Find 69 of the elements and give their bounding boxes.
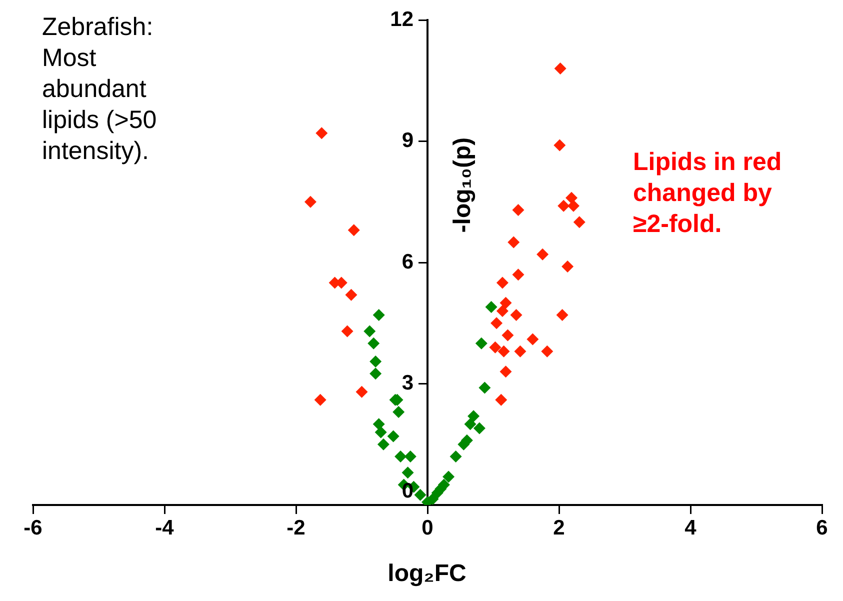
point <box>508 236 520 248</box>
point <box>392 406 405 418</box>
point <box>565 192 578 204</box>
point <box>554 62 566 74</box>
point <box>475 337 488 350</box>
point <box>368 337 380 350</box>
point <box>442 470 455 483</box>
point <box>485 300 498 313</box>
annotation: Zebrafish: Most abundant lipids (>50 intensity). <box>42 12 158 167</box>
y-tick-label: 12 <box>390 8 414 31</box>
point <box>450 450 462 462</box>
point <box>316 127 328 140</box>
y-tick-label: 3 <box>402 372 414 395</box>
point <box>404 450 416 462</box>
point <box>512 204 524 216</box>
point <box>341 325 354 338</box>
x-tick-label: -6 <box>24 516 42 540</box>
x-tick-label: -4 <box>155 516 174 540</box>
point <box>573 216 586 228</box>
point <box>370 368 382 380</box>
point <box>490 317 503 330</box>
x-tick-label: 6 <box>816 516 828 540</box>
point <box>556 309 568 322</box>
point <box>374 426 387 438</box>
point <box>496 276 508 289</box>
point <box>345 288 358 301</box>
point <box>562 260 574 273</box>
point <box>536 248 549 260</box>
point <box>558 200 570 212</box>
point <box>372 309 385 322</box>
point <box>498 345 510 358</box>
point <box>314 394 326 406</box>
y-tick-label: 9 <box>402 129 414 152</box>
point <box>489 341 502 354</box>
point <box>495 394 508 406</box>
point <box>512 268 524 281</box>
y-axis-title: -log₁₀(p) <box>449 137 477 233</box>
point <box>473 422 486 434</box>
point <box>377 438 390 450</box>
point <box>356 386 368 398</box>
point <box>372 418 385 430</box>
point <box>348 224 360 236</box>
point <box>387 430 400 442</box>
annotation: Lipids in red changed by ≥2-fold. <box>633 147 783 240</box>
x-tick-label: 4 <box>684 516 697 540</box>
point <box>514 345 526 358</box>
point <box>526 333 539 346</box>
y-tick-label: 6 <box>402 250 414 274</box>
x-tick-label: 0 <box>422 516 434 540</box>
x-axis-title: log₂FC <box>388 560 466 588</box>
point <box>541 345 554 358</box>
point <box>554 139 566 152</box>
point <box>500 296 512 309</box>
point <box>394 450 407 462</box>
point <box>496 305 508 317</box>
x-tick-label: 2 <box>553 516 565 540</box>
point <box>502 329 514 342</box>
point <box>567 200 580 212</box>
point <box>402 466 414 479</box>
point <box>364 325 376 338</box>
x-tick-label: -2 <box>286 516 306 540</box>
point <box>414 488 426 501</box>
point <box>304 196 316 208</box>
point <box>500 366 512 378</box>
point <box>370 356 382 368</box>
point <box>478 382 491 394</box>
point <box>468 410 480 422</box>
point <box>464 418 476 430</box>
point <box>510 309 522 322</box>
